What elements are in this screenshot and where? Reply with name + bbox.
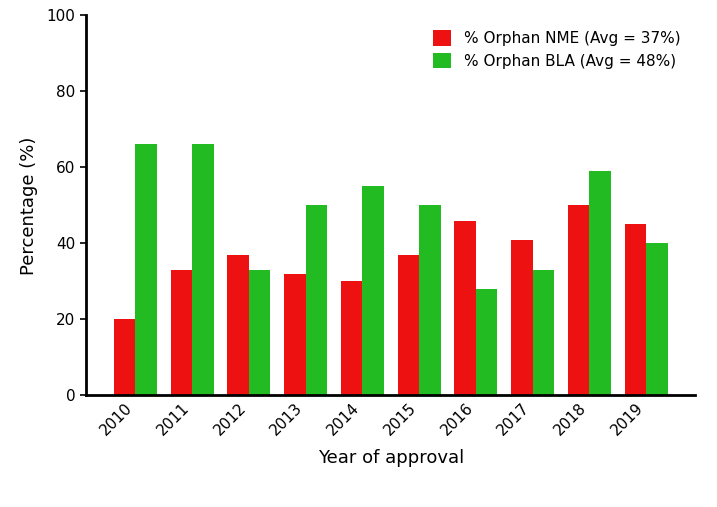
Bar [511,240,533,395]
Legend: % Orphan NME (Avg = 37%), % Orphan BLA (Avg = 48%): % Orphan NME (Avg = 37%), % Orphan BLA (… [425,23,688,76]
Bar [305,205,327,395]
Bar [114,319,136,395]
Bar [646,243,668,395]
Bar [171,270,192,395]
Bar [625,224,646,395]
Bar [249,270,270,395]
Bar [533,270,554,395]
Bar [476,289,498,395]
Bar [589,171,611,395]
Bar [192,144,214,395]
Bar [284,274,305,395]
Bar [419,205,441,395]
Y-axis label: Percentage (%): Percentage (%) [20,136,39,274]
Bar [362,186,384,395]
Bar [455,221,476,395]
Bar [227,255,249,395]
Bar [398,255,419,395]
Bar [568,205,589,395]
X-axis label: Year of approval: Year of approval [318,449,464,467]
Bar [341,281,362,395]
Bar [136,144,157,395]
